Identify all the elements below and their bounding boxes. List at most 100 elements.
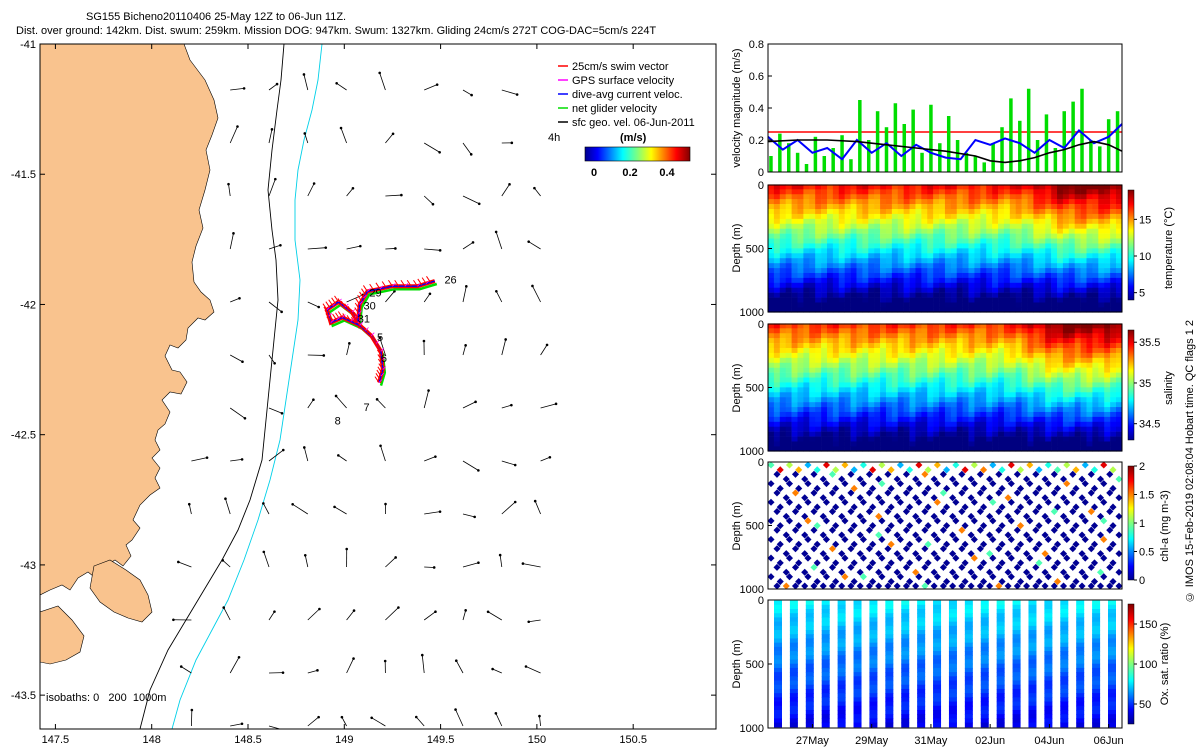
section-cell (968, 367, 975, 373)
section-cell (1104, 407, 1111, 413)
section-cell (974, 436, 981, 442)
oxygen-sample (917, 722, 926, 728)
section-cell (1104, 367, 1111, 373)
current-arrow (385, 133, 394, 144)
section-cell (933, 431, 940, 437)
section-cell (986, 402, 993, 408)
section-cell (974, 402, 981, 408)
section-cell (1092, 189, 1099, 195)
section-cell (1098, 194, 1105, 200)
chl-sample (865, 526, 873, 534)
section-cell (1051, 238, 1058, 244)
section-cell (773, 436, 781, 442)
section-cell (915, 348, 922, 354)
section-cell (850, 292, 857, 298)
section-cell (1098, 213, 1105, 220)
chl-sample (847, 508, 855, 516)
oxygen-sample (821, 693, 830, 698)
section-cell (927, 307, 934, 313)
isobath-200 (139, 44, 285, 729)
section-cell (1080, 297, 1087, 303)
chl-sample (943, 503, 951, 511)
section-cell (956, 204, 963, 210)
oxygen-sample (1092, 672, 1101, 677)
chl-sample (958, 545, 966, 553)
oxygen-sample (1012, 621, 1021, 627)
section-cell (903, 194, 910, 200)
section-cell (809, 204, 816, 210)
section-cell (992, 213, 999, 220)
section-cell (1027, 223, 1034, 229)
chl-sample (980, 503, 988, 511)
section-cell (891, 277, 899, 284)
section-cell (903, 287, 910, 293)
current-arrow (539, 716, 541, 727)
section-cell (1104, 297, 1111, 303)
oxygen-sample (964, 646, 973, 652)
salinity-section (768, 323, 1123, 452)
section-cell (1015, 367, 1022, 373)
chl-sample (961, 503, 969, 511)
section-cell (779, 248, 786, 254)
chl-sample (795, 522, 803, 530)
section-cell (1057, 233, 1064, 239)
oxygen-sample (1028, 693, 1037, 698)
section-cell (1003, 352, 1011, 359)
section-cell (838, 228, 845, 234)
section-cell (1092, 338, 1099, 344)
depth-tick-label: 0 (758, 595, 764, 607)
section-cell (1068, 382, 1076, 388)
section-cell (809, 302, 816, 308)
section-cell (826, 204, 834, 210)
oxygen-sample (1012, 642, 1021, 648)
section-cell (897, 189, 904, 195)
oxygen-sample (1044, 634, 1053, 640)
section-cell (962, 402, 969, 408)
chl-sample (989, 517, 997, 525)
current-arrow (371, 717, 386, 727)
chl-sample (869, 559, 877, 567)
section-cell (909, 302, 916, 308)
section-cell (1015, 436, 1022, 442)
section-cell (862, 272, 869, 279)
section-cell (897, 263, 904, 269)
velocity-ylabel: velocity magnitude (m/s) (731, 48, 743, 167)
oxygen-sample (1044, 722, 1053, 728)
oxygen-sample (774, 722, 782, 728)
section-cell (956, 253, 963, 259)
section-cell (838, 238, 845, 244)
current-arrow (501, 89, 518, 95)
section-cell (1057, 352, 1064, 359)
current-arrow (421, 655, 425, 674)
section-cell (826, 199, 834, 205)
section-cell (838, 367, 845, 373)
oxygen-sample (980, 714, 989, 719)
oxygen-sample (1092, 705, 1101, 711)
current-arrow-head (513, 500, 517, 504)
oxygen-sample (1076, 705, 1085, 711)
section-cell (939, 213, 946, 220)
section-cell (1021, 228, 1028, 234)
section-cell (1033, 194, 1040, 200)
section-cell (956, 272, 963, 279)
section-cell (939, 194, 946, 200)
section-cell (1027, 233, 1034, 239)
section-cell (992, 233, 999, 239)
section-cell (950, 233, 958, 239)
section-cell (1057, 343, 1064, 349)
section-cell (1015, 431, 1022, 437)
section-cell (768, 436, 775, 442)
section-cell (832, 402, 840, 408)
chl-sample (767, 480, 775, 488)
oxygen-sample (805, 600, 814, 606)
oxygen-sample (1108, 651, 1116, 656)
section-cell (1104, 357, 1111, 364)
section-cell (891, 223, 899, 229)
section-cell (1062, 184, 1070, 190)
section-cell (821, 411, 828, 418)
section-cell (974, 426, 981, 432)
oxygen-sample (789, 663, 798, 669)
chl-sample (785, 498, 794, 506)
section-cell (1086, 352, 1093, 359)
section-cell (874, 323, 881, 329)
